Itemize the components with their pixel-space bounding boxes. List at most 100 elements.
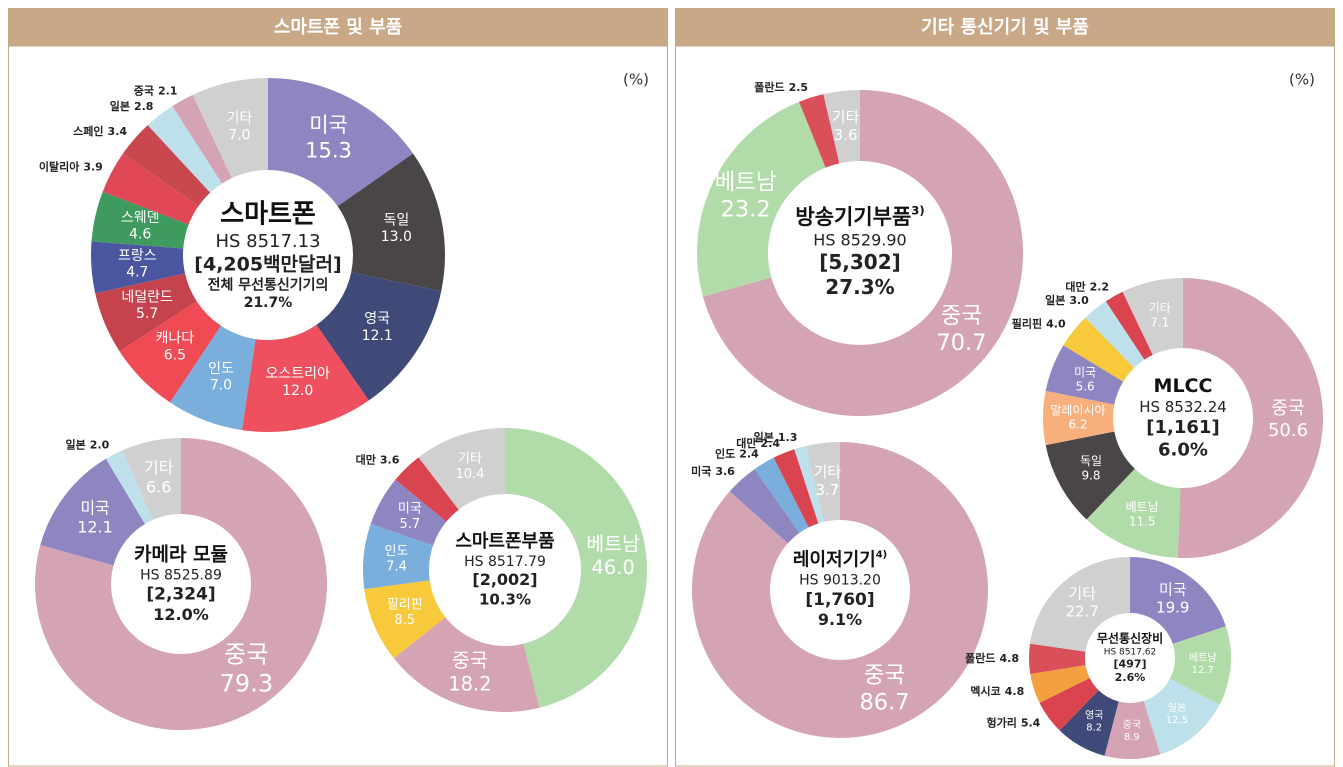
donut-hole xyxy=(1085,613,1175,703)
slice-value: 12.1 xyxy=(362,328,393,344)
slice-label: 기타 xyxy=(832,108,860,126)
donut-slice xyxy=(1085,301,1145,368)
center-line: [497] xyxy=(1113,657,1146,670)
slice-label: 영국 xyxy=(364,311,390,327)
slice-value: 19.9 xyxy=(1156,598,1189,616)
outside-label-name: 필리핀 xyxy=(1012,317,1042,331)
donut-slice xyxy=(122,438,181,520)
slice-label: 독일 xyxy=(383,212,409,228)
outside-label-name: 대만 xyxy=(356,453,376,467)
slice-value: 15.3 xyxy=(305,138,352,162)
slice-label: 중국 xyxy=(1271,398,1304,419)
donut-slice xyxy=(1143,678,1220,755)
donut-slice xyxy=(1177,278,1324,558)
outside-label-name: 스페인 xyxy=(73,124,103,138)
donut-slice xyxy=(393,617,540,712)
center-line: [1,161] xyxy=(1146,417,1219,438)
center-line: 10.3% xyxy=(479,591,531,609)
slice-label: 미국 xyxy=(80,499,109,518)
slice-value: 8.2 xyxy=(1086,723,1102,734)
outside-label-name: 이탈리아 xyxy=(39,159,80,173)
slice-label: 네덜란드 xyxy=(121,289,173,305)
donut-slice xyxy=(241,324,369,432)
outside-label-name: 멕시코 xyxy=(970,684,1000,698)
slice-value: 3.6 xyxy=(834,126,858,144)
donut-slice xyxy=(337,153,445,292)
donut-hole xyxy=(429,494,581,646)
center-title-note: 4) xyxy=(876,549,887,560)
slice-value: 50.6 xyxy=(1268,420,1308,441)
outside-label: 폴란드 4.8 xyxy=(965,651,1019,665)
donut-slice xyxy=(1105,291,1153,360)
slice-value: 5.7 xyxy=(136,306,158,322)
outside-label: 대만 2.4 xyxy=(736,436,780,450)
outside-label-value: 2.5 xyxy=(789,81,809,94)
center-line: HS 8529.90 xyxy=(813,231,906,250)
center-line: 6.0% xyxy=(1158,440,1208,461)
outside-label-name: 대만 xyxy=(736,436,756,450)
donut-hole xyxy=(768,161,952,345)
slice-label: 프랑스 xyxy=(118,248,157,264)
center-line: [2,002] xyxy=(472,570,537,589)
donut-slice xyxy=(192,78,268,179)
donut-slice xyxy=(1043,390,1115,446)
slice-value: 6.5 xyxy=(164,348,186,364)
donut-slice xyxy=(697,101,826,297)
donut-slice xyxy=(40,458,145,566)
donut-slice xyxy=(794,445,824,524)
donut-slice xyxy=(1169,626,1231,705)
donut-slice xyxy=(799,94,840,168)
donut-slice xyxy=(35,438,328,730)
outside-label-value: 2.0 xyxy=(90,438,110,451)
slice-value: 8.5 xyxy=(394,613,415,628)
outside-label-value: 2.4 xyxy=(739,447,759,460)
slice-label: 베트남 xyxy=(1126,500,1159,514)
outside-label: 일본 2.0 xyxy=(66,437,110,451)
slice-label: 스웨덴 xyxy=(121,210,160,226)
slice-label: 영국 xyxy=(1085,710,1103,722)
outside-label-name: 미국 xyxy=(691,464,711,478)
center-title: 레이저기기4) xyxy=(793,549,887,570)
donut-hole xyxy=(111,514,251,654)
donut-slice xyxy=(505,428,648,708)
outside-label: 일본 3.0 xyxy=(1045,293,1089,307)
center-line: 9.1% xyxy=(818,610,862,629)
donut-slice xyxy=(805,442,840,522)
center-line: 21.7% xyxy=(244,295,293,311)
outside-label-value: 2.1 xyxy=(158,84,178,97)
outside-label: 대만 3.6 xyxy=(356,453,400,467)
donut-slice xyxy=(1030,665,1090,703)
slice-label: 미국 xyxy=(398,501,422,516)
outside-label-name: 일본 xyxy=(754,430,774,444)
outside-label-value: 3.0 xyxy=(1069,294,1089,307)
slice-value: 6.2 xyxy=(1068,418,1087,432)
center-title-note: 3) xyxy=(911,203,924,217)
donut-slice xyxy=(773,449,819,528)
center-title-text: 카메라 모듈 xyxy=(134,543,228,565)
slice-value: 7.4 xyxy=(386,560,407,575)
slice-label: 중국 xyxy=(452,649,488,672)
slice-value: 5.6 xyxy=(1076,380,1095,394)
outside-label: 폴란드 2.5 xyxy=(754,80,808,94)
center-line: HS 8517.13 xyxy=(215,231,320,252)
donut-slice xyxy=(370,479,447,546)
center-line: 27.3% xyxy=(825,275,894,299)
outside-label: 일본 1.3 xyxy=(754,430,798,444)
unit-label: (%) xyxy=(1289,71,1315,89)
outside-label-name: 일본 xyxy=(66,437,86,451)
center-line: 12.0% xyxy=(153,605,209,624)
outside-label-name: 폴란드 xyxy=(754,80,784,94)
slice-label: 필리핀 xyxy=(387,597,423,612)
slice-value: 23.2 xyxy=(721,197,771,223)
slice-value: 12.5 xyxy=(1166,715,1188,726)
donut-slice xyxy=(91,191,189,249)
outside-label-value: 4.8 xyxy=(1005,685,1025,698)
donut-slice xyxy=(1104,700,1161,760)
slice-label: 중국 xyxy=(941,303,982,329)
center-line: HS 8517.62 xyxy=(1104,647,1157,657)
outside-label: 인도 2.4 xyxy=(715,446,759,460)
outside-label-value: 2.4 xyxy=(761,437,781,450)
center-title: MLCC xyxy=(1154,375,1213,397)
slice-value: 46.0 xyxy=(591,556,634,579)
